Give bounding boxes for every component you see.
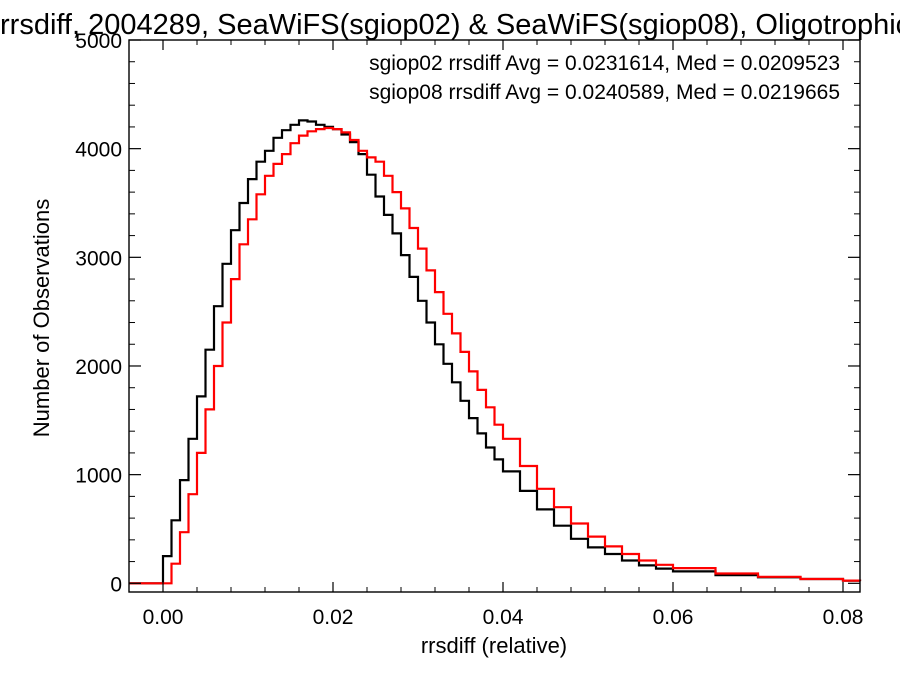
y-axis-label: Number of Observations [29, 199, 54, 437]
series-lines [129, 119, 862, 585]
x-axis-label: rrsdiff (relative) [421, 633, 567, 658]
axis-ticks: 0.00 0.02 0.04 0.06 0.08 0 1000 2000 3000 4000 500… [75, 30, 863, 629]
x-tick-label: 0.06 [653, 606, 694, 629]
y-tick-label: 1000 [75, 465, 122, 488]
chart-title: rrsdiff, 2004289, SeaWiFS(sgiop02) & Sea… [0, 9, 900, 41]
series-line-0 [129, 119, 862, 585]
y-tick-label: 3000 [75, 247, 122, 270]
x-tick-label: 0.04 [483, 606, 524, 629]
series-line-1 [129, 126, 862, 585]
x-tick-label: 0.00 [143, 606, 184, 629]
legend-entry-sgiop02: sgiop02 rrsdiff Avg = 0.0231614, Med = 0… [369, 52, 840, 75]
y-tick-label: 2000 [75, 356, 122, 379]
y-tick-label: 5000 [75, 30, 122, 53]
legend: sgiop02 rrsdiff Avg = 0.0231614, Med = 0… [369, 52, 840, 104]
y-tick-label: 0 [110, 573, 122, 596]
plot-frame [128, 39, 861, 593]
legend-entry-sgiop08: sgiop08 rrsdiff Avg = 0.0240589, Med = 0… [369, 81, 840, 104]
x-tick-label: 0.02 [313, 606, 354, 629]
y-tick-label: 4000 [75, 139, 122, 162]
x-tick-label: 0.08 [823, 606, 864, 629]
